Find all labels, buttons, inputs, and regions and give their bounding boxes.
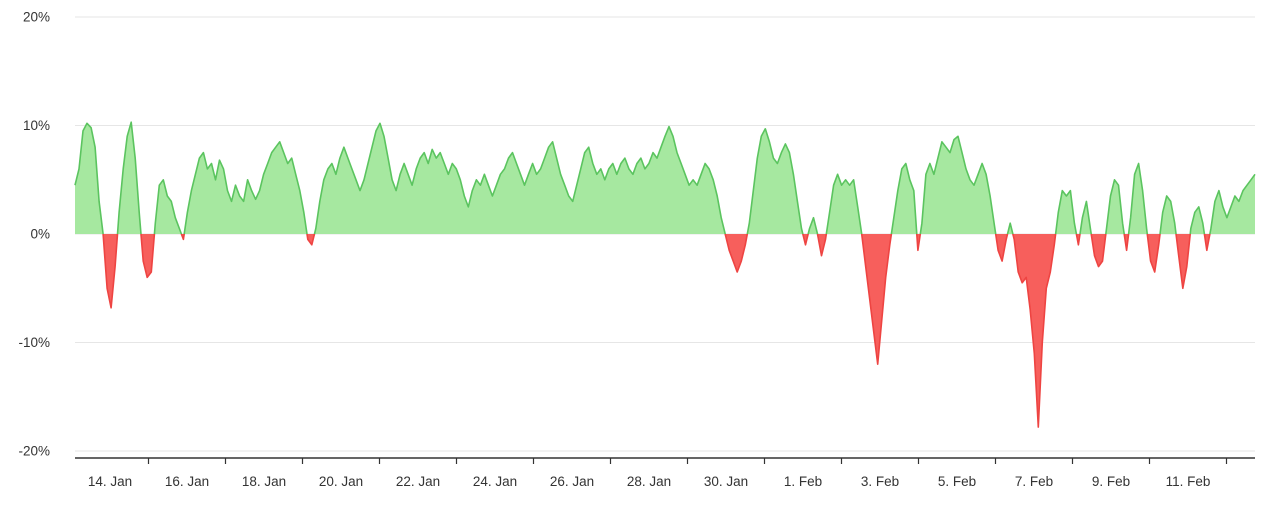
x-tick-label: 5. Feb: [938, 474, 976, 489]
x-tick-label: 16. Jan: [165, 474, 209, 489]
y-tick-label: 10%: [23, 118, 50, 133]
x-tick-label: 28. Jan: [627, 474, 671, 489]
x-tick-label: 14. Jan: [88, 474, 132, 489]
x-tick-label: 11. Feb: [1166, 474, 1211, 489]
x-tick-label: 24. Jan: [473, 474, 517, 489]
line-positive: [74, 121, 1256, 234]
y-tick-label: 0%: [30, 227, 50, 242]
x-tick-label: 7. Feb: [1015, 474, 1053, 489]
x-tick-label: 30. Jan: [704, 474, 748, 489]
x-tick-label: 26. Jan: [550, 474, 594, 489]
y-tick-label: -10%: [18, 335, 50, 350]
x-tick-label: 20. Jan: [319, 474, 363, 489]
x-tick-label: 18. Jan: [242, 474, 286, 489]
y-tick-label: 20%: [23, 10, 50, 25]
y-tick-label: -20%: [18, 444, 50, 459]
area-positive: [75, 122, 1255, 234]
x-tick-label: 22. Jan: [396, 474, 440, 489]
x-tick-label: 1. Feb: [784, 474, 822, 489]
x-tick-label: 3. Feb: [861, 474, 899, 489]
x-tick-label: 9. Feb: [1092, 474, 1130, 489]
